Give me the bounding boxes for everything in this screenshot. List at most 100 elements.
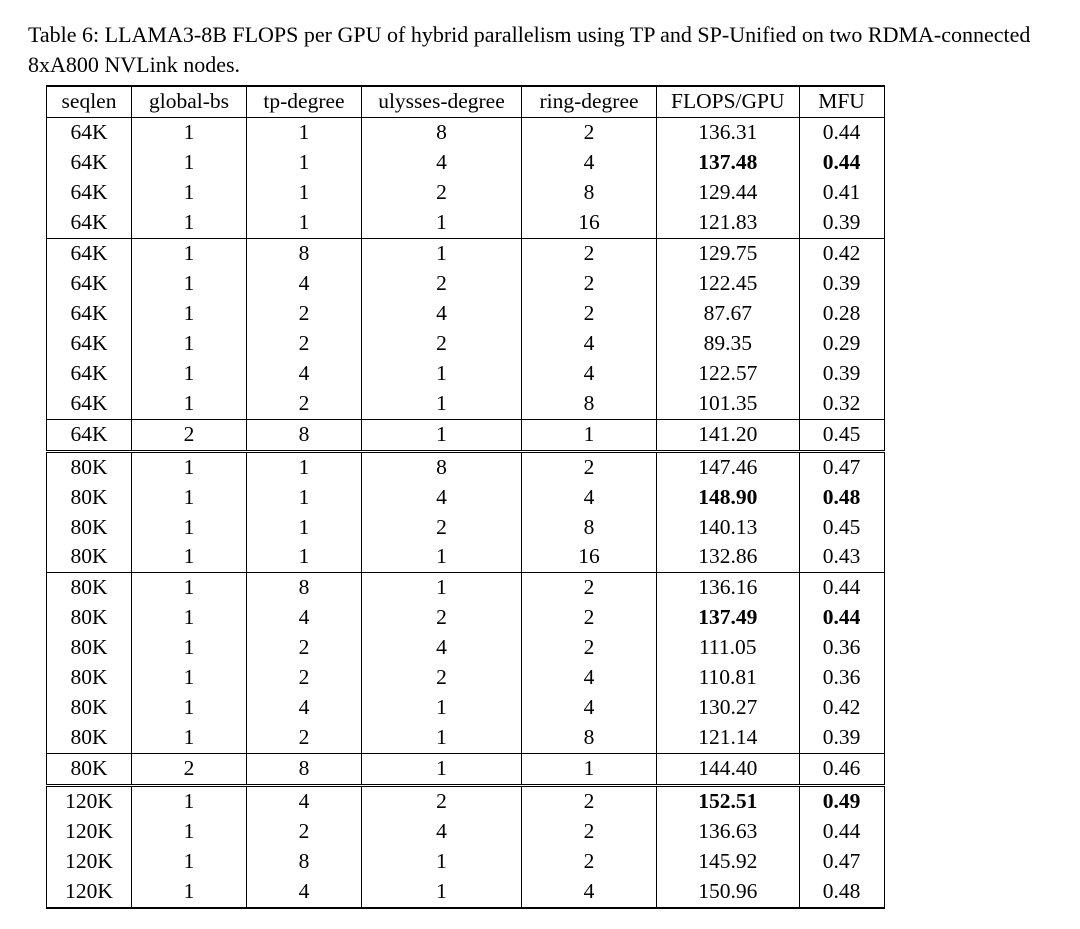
table-cell: 2: [247, 663, 362, 693]
table-cell: 0.41: [799, 178, 884, 208]
table-cell: 80K: [47, 483, 132, 513]
table-cell: 1: [132, 118, 247, 148]
table-cell: 0.42: [799, 693, 884, 723]
table-cell: 2: [522, 118, 657, 148]
table-cell: 4: [247, 693, 362, 723]
table-row: 64K1218101.350.32: [47, 389, 885, 419]
table-cell: 8: [362, 118, 522, 148]
table-cell: 0.36: [799, 663, 884, 693]
table-cell: 1: [132, 603, 247, 633]
col-header-tpdegree: tp-degree: [247, 86, 362, 117]
table-cell: 4: [247, 785, 362, 816]
table-cell: 8: [247, 239, 362, 269]
table-cell: 136.16: [657, 573, 800, 603]
table-row: 80K1218121.140.39: [47, 723, 885, 753]
table-cell: 4: [362, 483, 522, 513]
table-cell: 0.44: [799, 148, 884, 178]
table-cell: 120K: [47, 785, 132, 816]
table-cell: 140.13: [657, 513, 800, 543]
table-cell: 1: [247, 118, 362, 148]
table-row: 80K11116132.860.43: [47, 542, 885, 572]
table-cell: 1: [362, 573, 522, 603]
table-row: 64K1128129.440.41: [47, 178, 885, 208]
table-cell: 0.48: [799, 483, 884, 513]
table-row: 120K1414150.960.48: [47, 877, 885, 908]
table-body: 64K1182136.310.4464K1144137.480.4464K112…: [47, 118, 885, 908]
table-cell: 129.44: [657, 178, 800, 208]
table-cell: 1: [132, 847, 247, 877]
table-cell: 8: [522, 178, 657, 208]
table-cell: 64K: [47, 239, 132, 269]
table-row: 64K2811141.200.45: [47, 419, 885, 451]
col-header-ulysses: ulysses-degree: [362, 86, 522, 117]
table-cell: 101.35: [657, 389, 800, 419]
col-header-ring: ring-degree: [522, 86, 657, 117]
table-cell: 2: [362, 603, 522, 633]
table-cell: 80K: [47, 663, 132, 693]
table-row: 80K1128140.130.45: [47, 513, 885, 543]
table-cell: 2: [247, 299, 362, 329]
table-cell: 4: [522, 663, 657, 693]
table-cell: 2: [362, 269, 522, 299]
table-cell: 1: [132, 723, 247, 753]
table-row: 64K1812129.750.42: [47, 239, 885, 269]
col-header-seqlen: seqlen: [47, 86, 132, 117]
table-cell: 0.32: [799, 389, 884, 419]
table-cell: 1: [247, 148, 362, 178]
table-cell: 0.36: [799, 633, 884, 663]
table-cell: 137.48: [657, 148, 800, 178]
table-cell: 1: [132, 877, 247, 908]
table-cell: 4: [247, 603, 362, 633]
table-cell: 152.51: [657, 785, 800, 816]
table-cell: 4: [247, 359, 362, 389]
table-row: 120K1812145.920.47: [47, 847, 885, 877]
table-cell: 0.42: [799, 239, 884, 269]
table-cell: 80K: [47, 451, 132, 482]
table-cell: 2: [247, 633, 362, 663]
table-cell: 130.27: [657, 693, 800, 723]
table-cell: 64K: [47, 269, 132, 299]
table-row: 80K1144148.900.48: [47, 483, 885, 513]
table-cell: 1: [362, 723, 522, 753]
table-cell: 1: [522, 754, 657, 786]
table-cell: 144.40: [657, 754, 800, 786]
table-cell: 111.05: [657, 633, 800, 663]
table-cell: 0.39: [799, 723, 884, 753]
table-cell: 2: [522, 269, 657, 299]
table-cell: 121.83: [657, 208, 800, 238]
table-cell: 2: [522, 785, 657, 816]
col-header-mfu: MFU: [799, 86, 884, 117]
table-row: 64K1414122.570.39: [47, 359, 885, 389]
table-row: 64K1422122.450.39: [47, 269, 885, 299]
table-cell: 8: [247, 573, 362, 603]
table-cell: 16: [522, 542, 657, 572]
table-cell: 4: [522, 877, 657, 908]
table-cell: 2: [522, 299, 657, 329]
table-cell: 0.46: [799, 754, 884, 786]
table-cell: 16: [522, 208, 657, 238]
table-cell: 141.20: [657, 419, 800, 451]
table-cell: 2: [522, 603, 657, 633]
table-cell: 89.35: [657, 329, 800, 359]
table-cell: 4: [522, 483, 657, 513]
table-cell: 8: [247, 419, 362, 451]
table-cell: 1: [132, 817, 247, 847]
table-cell: 1: [247, 542, 362, 572]
table-cell: 0.28: [799, 299, 884, 329]
table-cell: 2: [522, 573, 657, 603]
table-cell: 2: [362, 513, 522, 543]
table-cell: 1: [362, 359, 522, 389]
table-cell: 2: [362, 663, 522, 693]
table-cell: 1: [132, 573, 247, 603]
table-cell: 132.86: [657, 542, 800, 572]
table-cell: 2: [247, 329, 362, 359]
table-cell: 2: [522, 451, 657, 482]
table-header-row: seqlen global-bs tp-degree ulysses-degre…: [47, 86, 885, 117]
table-cell: 1: [132, 785, 247, 816]
table-cell: 1: [362, 208, 522, 238]
table-cell: 8: [522, 389, 657, 419]
table-row: 80K1242111.050.36: [47, 633, 885, 663]
table-row: 80K1414130.270.42: [47, 693, 885, 723]
table-cell: 0.44: [799, 603, 884, 633]
table-cell: 1: [362, 693, 522, 723]
